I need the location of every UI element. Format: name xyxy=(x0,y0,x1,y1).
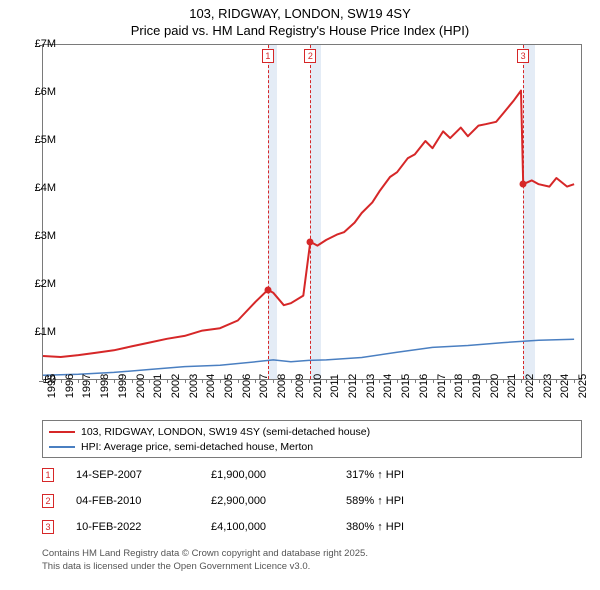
sale-hpi: 380% ↑ HPI xyxy=(346,521,481,533)
sales-row: 3 10-FEB-2022 £4,100,000 380% ↑ HPI xyxy=(42,514,582,540)
footer-line2: This data is licensed under the Open Gov… xyxy=(42,561,368,574)
legend-label: HPI: Average price, semi-detached house,… xyxy=(81,441,313,453)
x-axis-label: 2000 xyxy=(135,374,147,398)
y-axis-label: £1M xyxy=(35,326,56,338)
x-axis-label: 2013 xyxy=(365,374,377,398)
sale-price: £2,900,000 xyxy=(211,495,346,507)
legend-swatch xyxy=(49,446,75,448)
y-axis-label: £2M xyxy=(35,278,56,290)
legend-item: 103, RIDGWAY, LONDON, SW19 4SY (semi-det… xyxy=(49,424,575,439)
sale-hpi: 589% ↑ HPI xyxy=(346,495,481,507)
sale-price: £4,100,000 xyxy=(211,521,346,533)
x-axis-label: 2004 xyxy=(205,374,217,398)
plot-area: 1 2 3 xyxy=(42,44,582,380)
x-axis-label: 2011 xyxy=(329,374,341,398)
sale-marker-icon: 2 xyxy=(42,494,54,508)
sale-marker-number: 3 xyxy=(517,49,529,63)
sale-date: 04-FEB-2010 xyxy=(76,495,211,507)
title-subtitle: Price paid vs. HM Land Registry's House … xyxy=(0,23,600,40)
x-axis-label: 2017 xyxy=(436,374,448,398)
legend-item: HPI: Average price, semi-detached house,… xyxy=(49,439,575,454)
x-axis-label: 2023 xyxy=(542,374,554,398)
sales-table: 1 14-SEP-2007 £1,900,000 317% ↑ HPI 2 04… xyxy=(42,462,582,540)
x-axis-label: 2008 xyxy=(276,374,288,398)
sale-price: £1,900,000 xyxy=(211,469,346,481)
x-axis-label: 2016 xyxy=(418,374,430,398)
chart-container: 103, RIDGWAY, LONDON, SW19 4SY Price pai… xyxy=(0,0,600,590)
sale-marker-number: 1 xyxy=(262,49,274,63)
sale-hpi: 317% ↑ HPI xyxy=(346,469,481,481)
y-axis-label: £5M xyxy=(35,134,56,146)
x-axis-label: 2002 xyxy=(170,374,182,398)
line-series xyxy=(43,45,583,381)
x-axis-label: 2007 xyxy=(258,374,270,398)
sale-marker-icon: 1 xyxy=(42,468,54,482)
x-axis-label: 2009 xyxy=(294,374,306,398)
x-axis-label: 2015 xyxy=(400,374,412,398)
sales-row: 1 14-SEP-2007 £1,900,000 317% ↑ HPI xyxy=(42,462,582,488)
title-address: 103, RIDGWAY, LONDON, SW19 4SY xyxy=(0,6,600,23)
title-block: 103, RIDGWAY, LONDON, SW19 4SY Price pai… xyxy=(0,0,600,40)
sales-row: 2 04-FEB-2010 £2,900,000 589% ↑ HPI xyxy=(42,488,582,514)
y-axis-label: £6M xyxy=(35,86,56,98)
sale-marker-icon: 3 xyxy=(42,520,54,534)
x-axis-label: 2019 xyxy=(471,374,483,398)
x-axis-label: 2012 xyxy=(347,374,359,398)
x-axis-label: 2022 xyxy=(524,374,536,398)
sale-dot xyxy=(307,238,314,245)
x-axis-label: 1995 xyxy=(46,374,58,398)
x-axis-label: 2010 xyxy=(312,374,324,398)
x-axis-label: 2006 xyxy=(241,374,253,398)
x-axis-label: 2020 xyxy=(489,374,501,398)
sale-date: 14-SEP-2007 xyxy=(76,469,211,481)
legend-label: 103, RIDGWAY, LONDON, SW19 4SY (semi-det… xyxy=(81,426,370,438)
y-axis-label: £3M xyxy=(35,230,56,242)
x-axis-label: 2021 xyxy=(506,374,518,398)
sale-date: 10-FEB-2022 xyxy=(76,521,211,533)
x-axis-label: 2003 xyxy=(188,374,200,398)
x-axis-label: 2018 xyxy=(453,374,465,398)
x-axis-label: 2005 xyxy=(223,374,235,398)
sale-dot xyxy=(520,181,527,188)
sale-marker-number: 2 xyxy=(304,49,316,63)
x-axis-label: 1996 xyxy=(64,374,76,398)
footer-attribution: Contains HM Land Registry data © Crown c… xyxy=(42,548,368,574)
x-axis-label: 2001 xyxy=(152,374,164,398)
y-axis-label: £4M xyxy=(35,182,56,194)
x-axis-label: 1998 xyxy=(99,374,111,398)
x-axis-label: 1997 xyxy=(81,374,93,398)
legend: 103, RIDGWAY, LONDON, SW19 4SY (semi-det… xyxy=(42,420,582,458)
x-axis-label: 2024 xyxy=(559,374,571,398)
legend-swatch xyxy=(49,431,75,433)
footer-line1: Contains HM Land Registry data © Crown c… xyxy=(42,548,368,561)
x-axis-label: 2025 xyxy=(577,374,589,398)
x-axis-label: 2014 xyxy=(382,374,394,398)
sale-dot xyxy=(264,286,271,293)
x-axis-label: 1999 xyxy=(117,374,129,398)
y-axis-label: £7M xyxy=(35,38,56,50)
